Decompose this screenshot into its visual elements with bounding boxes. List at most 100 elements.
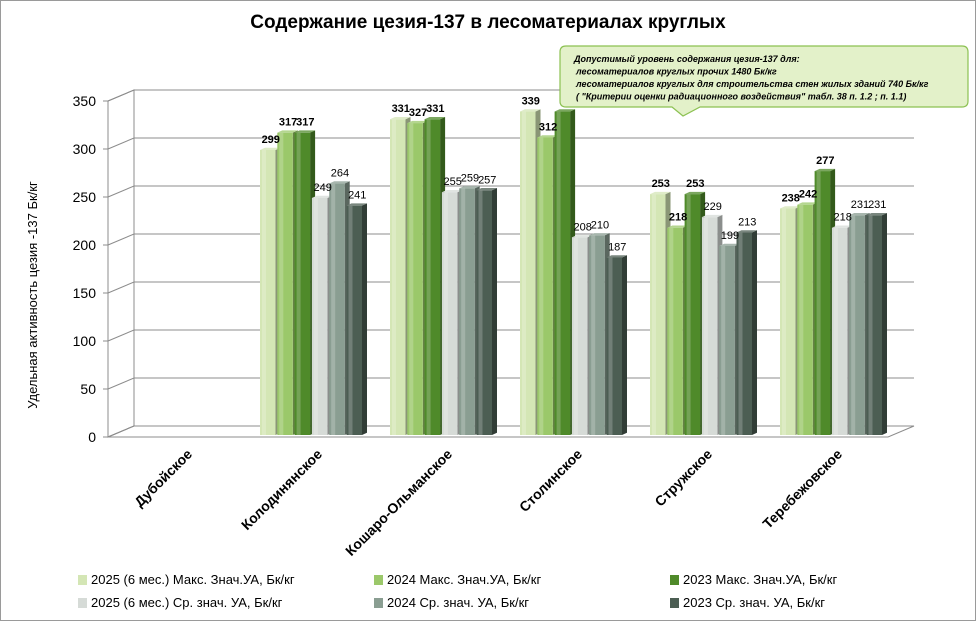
bar-top (589, 233, 610, 236)
category-label: Колодинянское (238, 446, 325, 533)
legend-swatch (78, 575, 87, 585)
bar-highlight (556, 111, 561, 435)
bar-highlight (868, 215, 873, 435)
data-label: 253 (652, 178, 670, 190)
bar-top (736, 230, 757, 233)
bar-top (797, 202, 818, 205)
bar-top (814, 168, 836, 172)
bar-top (849, 212, 870, 216)
callout-box (559, 45, 969, 117)
legend-label: 2025 (6 мес.) Ср. знач. УА, Бк/кг (91, 595, 283, 610)
bar-highlight (652, 194, 656, 435)
data-label: 317 (296, 117, 314, 129)
bar-highlight (296, 132, 301, 435)
bar-highlight (669, 227, 674, 435)
legend: 2025 (6 мес.) Макс. Знач.УА, Бк/кг 2024 М… (78, 572, 837, 610)
bar-top (866, 212, 887, 216)
y-axis-ticks: 0 50 100 150 200 250 300 350 (73, 93, 109, 445)
legend-item: 2025 (6 мес.) Ср. знач. УА, Бк/кг (78, 595, 283, 610)
bar-top (329, 181, 350, 184)
gridline (107, 185, 914, 198)
bar-side (882, 212, 887, 435)
bar-highlight (409, 123, 414, 435)
bar-highlight (703, 217, 708, 435)
category-label: Стружское (651, 446, 715, 510)
data-label: 327 (409, 107, 427, 119)
y-tick-label: 50 (80, 381, 96, 397)
y-tick-label: 300 (73, 141, 97, 157)
bar-highlight (539, 137, 544, 436)
y-axis-label: Удельная активность цезия -137 Бк/кг (25, 181, 40, 409)
legend-item: 2023 Макс. Знач.УА, Бк/кг (670, 572, 837, 587)
category-labels: Дубойское Колодинянское Кошаро-Ольманское С… (131, 446, 845, 559)
callout-line: лесоматериалов круглых для строительства… (575, 79, 929, 89)
legend-swatch (374, 598, 383, 608)
bar-top (424, 116, 446, 120)
bar-top (701, 214, 723, 218)
bar-top (667, 225, 688, 228)
chart-title: Содержание цезия-137 в лесоматериалах кр… (250, 12, 726, 33)
category-label: Столинское (516, 446, 585, 515)
data-label: 242 (799, 189, 817, 201)
data-label: 238 (782, 193, 800, 205)
data-label: 317 (279, 117, 297, 129)
bar-highlight (522, 111, 526, 435)
bar (346, 203, 367, 435)
bar-highlight (313, 197, 318, 435)
legend-label: 2024 Макс. Знач.УА, Бк/кг (387, 572, 541, 587)
legend-item: 2025 (6 мес.) Макс. Знач.УА, Бк/кг (78, 572, 295, 587)
data-label: 218 (669, 212, 687, 224)
bar-highlight (591, 235, 596, 435)
bar-top (441, 189, 463, 193)
legend-swatch (670, 598, 679, 608)
bar-highlight (686, 194, 691, 435)
y-tick-label: 200 (73, 237, 97, 253)
legend-label: 2024 Ср. знач. УА, Бк/кг (387, 595, 529, 610)
data-label: 231 (851, 199, 869, 211)
bar-highlight (392, 119, 396, 436)
category-label: Дубойское (131, 446, 195, 510)
bar-top (554, 109, 576, 112)
data-label: 187 (608, 241, 626, 253)
y-tick-label: 150 (73, 285, 97, 301)
bar-top (520, 109, 541, 112)
bar-highlight (262, 149, 266, 435)
bar-highlight (782, 208, 786, 435)
legend-label: 2025 (6 мес.) Макс. Знач.УА, Бк/кг (91, 572, 295, 587)
bar-side (622, 255, 627, 435)
bar-highlight (279, 132, 284, 435)
data-label: 241 (348, 190, 366, 202)
bar-highlight (443, 192, 448, 435)
bar-top (407, 120, 428, 124)
bar-top (476, 188, 497, 191)
bar-side (752, 230, 757, 435)
category-label: Кошаро-Ольманское (342, 446, 455, 559)
bar (476, 188, 497, 435)
data-label: 312 (539, 121, 557, 133)
bar-marks (260, 109, 887, 436)
data-label: 259 (461, 172, 479, 184)
bar-top (571, 235, 593, 238)
bar-highlight (461, 188, 466, 435)
data-label: 253 (686, 178, 704, 190)
bar-top (831, 225, 853, 228)
bar-side (492, 188, 497, 435)
bar-top (260, 147, 281, 150)
bar-top (537, 135, 558, 138)
limit-annotation-callout: Допустимый уровень содержания цезия-137 … (559, 45, 969, 117)
data-label: 331 (426, 103, 444, 115)
legend-swatch (670, 575, 679, 585)
data-label: 264 (331, 168, 349, 180)
bar-top (459, 186, 480, 189)
data-label: 331 (392, 103, 410, 115)
bar (719, 243, 740, 435)
bar (866, 212, 887, 435)
y-tick-label: 350 (73, 93, 97, 109)
bar-top (311, 195, 333, 198)
bar-top (390, 116, 411, 120)
data-label: 213 (738, 217, 756, 229)
bar (606, 255, 627, 435)
bar-side (362, 203, 367, 435)
y-tick-label: 0 (88, 429, 96, 445)
